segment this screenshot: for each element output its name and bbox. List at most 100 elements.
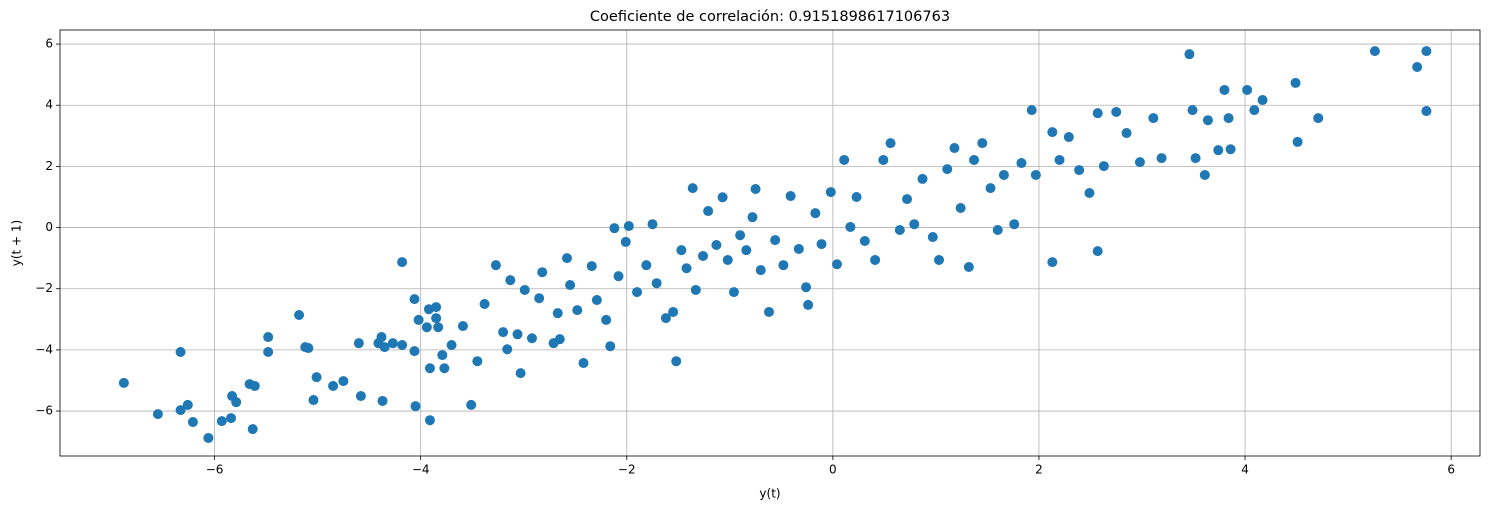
point xyxy=(785,191,796,202)
point xyxy=(870,254,881,265)
point xyxy=(410,401,421,412)
point xyxy=(1213,145,1224,156)
point xyxy=(413,314,424,325)
point xyxy=(1290,77,1301,88)
point xyxy=(338,376,349,387)
point xyxy=(942,164,953,175)
point xyxy=(801,282,812,293)
point xyxy=(894,225,905,236)
point xyxy=(839,154,850,165)
point xyxy=(977,138,988,149)
point xyxy=(421,322,432,333)
point xyxy=(620,236,631,247)
point xyxy=(328,380,339,391)
point xyxy=(933,254,944,265)
point xyxy=(502,344,513,355)
point xyxy=(216,416,227,427)
point xyxy=(1412,62,1423,73)
x-tick-label: −4 xyxy=(412,463,430,477)
point xyxy=(376,332,387,343)
point xyxy=(409,346,420,357)
point xyxy=(641,260,652,271)
point xyxy=(308,395,319,406)
point xyxy=(998,169,1009,180)
x-tick-label: 6 xyxy=(1447,463,1455,477)
point xyxy=(226,413,237,424)
point xyxy=(1092,246,1103,257)
point xyxy=(377,395,388,406)
point xyxy=(152,409,163,420)
y-tick-label: 2 xyxy=(45,159,53,173)
point xyxy=(671,356,682,367)
point xyxy=(770,235,781,246)
point xyxy=(247,424,258,435)
point xyxy=(311,372,322,383)
point xyxy=(439,363,450,374)
point xyxy=(263,332,274,343)
point xyxy=(793,243,804,254)
point xyxy=(690,284,701,295)
point xyxy=(1184,49,1195,60)
point xyxy=(431,313,442,324)
x-tick-label: −6 xyxy=(206,463,224,477)
point xyxy=(810,208,821,219)
point xyxy=(851,191,862,202)
point xyxy=(632,287,643,298)
point xyxy=(466,399,477,410)
point xyxy=(519,284,530,295)
point xyxy=(647,219,658,230)
y-tick-label: −6 xyxy=(35,404,53,418)
point xyxy=(778,260,789,271)
point xyxy=(1134,157,1145,168)
point xyxy=(1030,169,1041,180)
point xyxy=(1156,153,1167,164)
point xyxy=(446,339,457,350)
point xyxy=(1054,154,1065,165)
point xyxy=(1047,127,1058,138)
x-tick-label: −2 xyxy=(618,463,636,477)
point xyxy=(755,265,766,276)
point xyxy=(1098,161,1109,172)
point xyxy=(902,194,913,205)
point xyxy=(512,329,523,340)
point xyxy=(397,339,408,350)
chart-title: Coeficiente de correlación: 0.9151898617… xyxy=(590,9,950,25)
point xyxy=(735,230,746,241)
point xyxy=(1242,84,1253,95)
point xyxy=(1421,46,1432,57)
point xyxy=(955,202,966,213)
grid xyxy=(60,30,1480,456)
point xyxy=(676,245,687,256)
y-tick-label: 4 xyxy=(45,98,53,112)
point xyxy=(651,278,662,289)
point xyxy=(249,380,260,391)
point xyxy=(409,294,420,305)
point xyxy=(1016,158,1027,169)
point xyxy=(561,253,572,264)
plot-frame xyxy=(59,29,1481,457)
point xyxy=(1047,257,1058,268)
point xyxy=(722,254,733,265)
y-axis-label: y(t + 1) xyxy=(10,220,24,267)
point xyxy=(703,206,714,217)
points xyxy=(118,46,1432,443)
point xyxy=(816,239,827,250)
point xyxy=(1257,95,1268,106)
point xyxy=(1121,128,1132,139)
point xyxy=(472,356,483,367)
point xyxy=(187,417,198,428)
point xyxy=(572,305,583,316)
point xyxy=(963,262,974,273)
point xyxy=(613,271,624,282)
point xyxy=(1190,153,1201,164)
point xyxy=(1148,113,1159,124)
point xyxy=(397,257,408,268)
point xyxy=(717,192,728,203)
x-tick-label: 4 xyxy=(1241,463,1249,477)
point xyxy=(681,263,692,274)
point xyxy=(1223,113,1234,124)
point xyxy=(387,338,398,349)
point xyxy=(878,154,889,165)
point xyxy=(885,138,896,149)
point xyxy=(1199,169,1210,180)
